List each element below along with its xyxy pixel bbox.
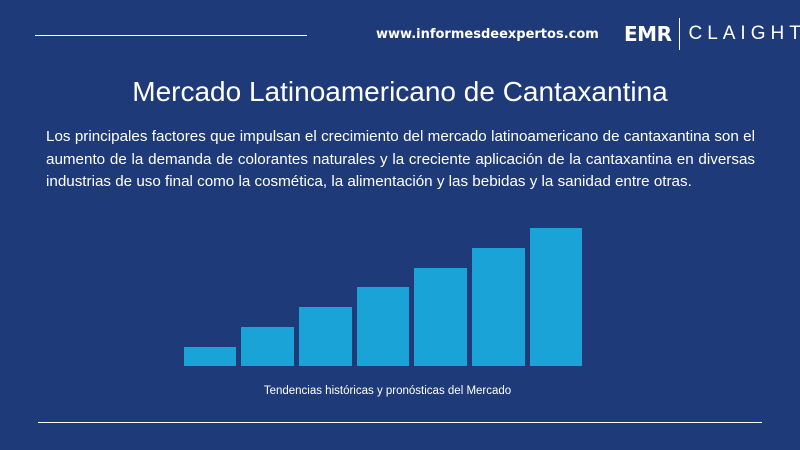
bar [530,228,582,366]
title: Mercado Latinoamericano de Cantaxantina [132,76,668,107]
body-text: Los principales factores que impulsan el… [46,128,755,191]
logo: EMR CLAIGHT [624,17,800,51]
divider [38,422,762,423]
bar [472,248,525,366]
bar [299,307,352,366]
logo-left: EMR [624,22,672,46]
bar [184,347,236,366]
logo-separator [679,18,681,50]
url: www.informesdeexpertos.com [376,27,599,42]
caption: Tendencias históricas y pronósticas del … [263,385,512,397]
divider [35,35,307,36]
bar [357,287,409,366]
bar [414,268,467,366]
bar [241,327,294,366]
logo-right: CLAIGHT [688,23,800,44]
